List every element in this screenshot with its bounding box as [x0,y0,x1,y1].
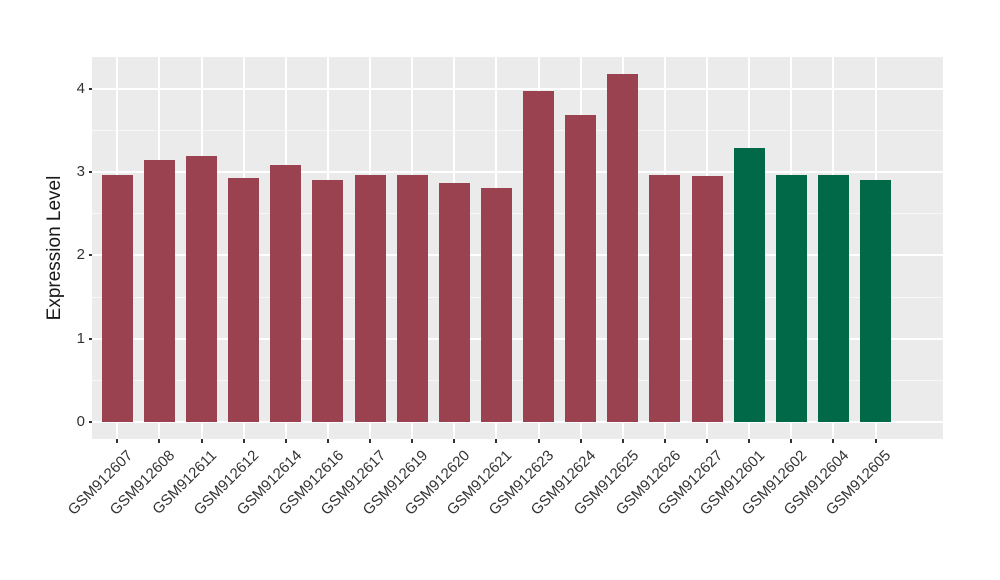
bar-GSM912601 [733,147,765,422]
bar-GSM912604 [817,174,849,422]
y-axis-title: Expression Level [44,175,65,321]
x-tick-mark [242,439,245,443]
bar-GSM912608 [143,159,175,422]
x-tick-mark [158,439,161,443]
gridline-minor [92,129,943,131]
bar-GSM912624 [565,115,597,422]
bar-GSM912626 [649,175,681,422]
x-tick-mark [495,439,498,443]
bar-GSM912614 [270,165,302,422]
gridline-minor [92,213,943,215]
gridline-major [92,421,943,423]
x-tick-mark [874,439,877,443]
gridline-minor [92,379,943,381]
x-tick-mark [832,439,835,443]
bar-GSM912625 [607,73,639,422]
x-tick-mark [621,439,624,443]
x-tick-mark [663,439,666,443]
y-tick-mark [89,87,92,90]
bar-GSM912611 [186,156,218,422]
x-tick-mark [748,439,751,443]
y-tick-mark [89,337,92,340]
x-tick-mark [116,439,119,443]
y-tick-mark [89,254,92,257]
gridline-major [92,87,943,90]
x-tick-mark [200,439,203,443]
x-tick-mark [579,439,582,443]
bar-GSM912602 [775,174,807,422]
x-tick-mark [284,439,287,443]
bar-GSM912605 [860,180,892,422]
bar-GSM912623 [523,91,555,422]
gridline-major [92,337,943,340]
y-tick-label: 2 [76,246,85,264]
y-tick-mark [89,171,92,174]
x-tick-mark [326,439,329,443]
y-tick-label: 4 [76,79,85,97]
x-tick-mark [706,439,709,443]
y-tick-label: 1 [76,329,85,347]
bar-GSM912617 [354,175,386,422]
y-tick-label: 3 [76,163,85,181]
gridline-minor [92,296,943,298]
x-tick-mark [411,439,414,443]
bar-GSM912607 [101,175,133,422]
x-tick-mark [369,439,372,443]
x-tick-mark [453,439,456,443]
y-tick-label: 0 [76,413,85,430]
bar-GSM912619 [396,174,428,422]
bar-GSM912627 [691,176,723,422]
x-tick-mark [537,439,540,443]
plot-panel [92,57,943,439]
gridline-major [92,171,943,174]
bar-GSM912620 [438,182,470,422]
y-tick-mark [89,421,92,423]
bar-GSM912612 [228,177,260,422]
bar-GSM912621 [480,187,512,422]
bar-GSM912616 [312,180,344,422]
x-tick-mark [790,439,793,443]
gridline-major [92,254,943,257]
